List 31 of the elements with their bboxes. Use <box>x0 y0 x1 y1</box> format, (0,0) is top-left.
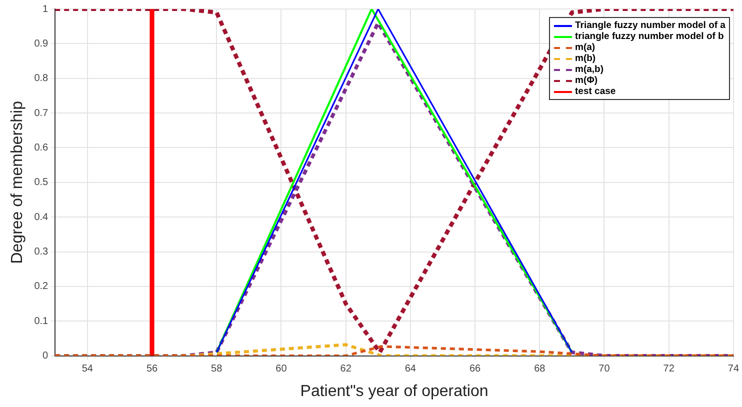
legend-label: Triangle fuzzy number model of a <box>575 20 726 31</box>
y-tick-label: 0.8 <box>34 73 49 84</box>
y-tick-label: 0.5 <box>34 177 49 188</box>
x-tick-label: 58 <box>211 364 223 375</box>
y-tick-label: 0 <box>42 350 49 362</box>
legend-label: m(a) <box>575 42 596 53</box>
x-tick-label: 70 <box>598 364 610 375</box>
x-tick-label: 56 <box>146 364 158 375</box>
legend-label: m(Φ) <box>575 75 598 86</box>
x-tick-label: 62 <box>340 364 352 375</box>
x-axis-title: Patient"s year of operation <box>300 382 488 400</box>
x-tick-label: 66 <box>469 364 482 375</box>
y-axis-title: Degree of membership <box>9 100 26 264</box>
y-tick-label: 0.7 <box>34 108 49 119</box>
legend-label: test case <box>575 86 616 97</box>
y-tick-label: 0.1 <box>34 316 49 327</box>
x-tick-label: 74 <box>728 364 740 375</box>
x-tick-label: 54 <box>82 364 94 375</box>
legend-label: triangle fuzzy number model of b <box>575 31 724 42</box>
x-tick-label: 72 <box>663 364 675 375</box>
x-tick-label: 60 <box>276 364 288 375</box>
legend-label: m(b) <box>575 53 596 64</box>
x-tick-label: 68 <box>534 364 546 375</box>
y-tick-label: 0.2 <box>34 281 49 292</box>
y-tick-label: 0.9 <box>34 38 49 50</box>
y-tick-label: 1 <box>42 4 49 15</box>
x-tick-label: 64 <box>404 364 416 375</box>
y-tick-label: 0.3 <box>34 246 49 258</box>
y-tick-label: 0.6 <box>34 142 49 154</box>
y-tick-label: 0.4 <box>34 212 49 223</box>
legend-label: m(a,b) <box>575 64 604 75</box>
